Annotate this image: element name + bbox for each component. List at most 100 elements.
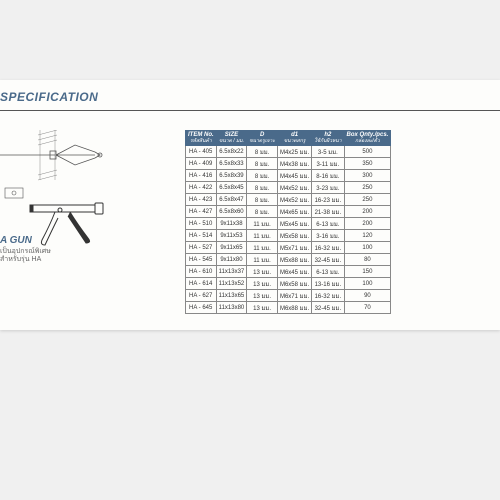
table-row: HA - 5109x11x3811 มม.M5x45 มม.6-13 มม.20…: [186, 218, 391, 230]
cell: M4x52 มม.: [277, 194, 311, 206]
cell: M4x45 มม.: [277, 170, 311, 182]
cell: 350: [344, 158, 391, 170]
col-header: ITEM No.รหัสสินค้า: [186, 131, 217, 146]
table-row: HA - 61011x13x3713 มม.M6x45 มม.6-13 มม.1…: [186, 266, 391, 278]
gun-subtext: เป็นอุปกรณ์พิเศษ สำหรับรุ่น HA: [0, 248, 51, 265]
col-header: h2ใช้กับผิวหนา: [312, 131, 344, 146]
cell: HA - 405: [186, 146, 217, 158]
cell: 21-38 มม.: [312, 206, 344, 218]
cell: 32-45 มม.: [312, 254, 344, 266]
section-title: SPECIFICATION: [0, 90, 98, 104]
cell: 6.5x8x22: [216, 146, 247, 158]
cell: 100: [344, 242, 391, 254]
table-row: HA - 4166.5x8x398 มม.M4x45 มม.8-16 มม.30…: [186, 170, 391, 182]
cell: HA - 545: [186, 254, 217, 266]
cell: 32-45 มม.: [312, 302, 344, 314]
cell: 6.5x8x47: [216, 194, 247, 206]
cell: HA - 610: [186, 266, 217, 278]
cell: 11 มม.: [247, 254, 278, 266]
cell: M5x88 มม.: [277, 254, 311, 266]
cell: HA - 614: [186, 278, 217, 290]
gun-sub-2: สำหรับรุ่น HA: [0, 256, 41, 263]
cell: 120: [344, 230, 391, 242]
table-row: HA - 5459x11x8011 มม.M5x88 มม.32-45 มม.8…: [186, 254, 391, 266]
cell: 100: [344, 278, 391, 290]
table-row: HA - 4226.5x8x458 มม.M4x52 มม.3-23 มม.25…: [186, 182, 391, 194]
cell: 90: [344, 290, 391, 302]
col-header: Dขนาดรูเจาะ: [247, 131, 278, 146]
cell: 9x11x38: [216, 218, 247, 230]
table-row: HA - 62711x13x6513 มม.M6x71 มม.16-32 มม.…: [186, 290, 391, 302]
cell: 80: [344, 254, 391, 266]
cell: 250: [344, 194, 391, 206]
cell: 70: [344, 302, 391, 314]
cell: 13 มม.: [247, 266, 278, 278]
cell: 250: [344, 182, 391, 194]
cell: 13-16 มม.: [312, 278, 344, 290]
table-row: HA - 4056.5x8x228 มม.M4x25 มม.3-5 มม.500: [186, 146, 391, 158]
table-row: HA - 4236.5x8x478 มม.M4x52 มม.16-23 มม.2…: [186, 194, 391, 206]
cell: 8 มม.: [247, 194, 278, 206]
cell: 11x13x37: [216, 266, 247, 278]
cell: HA - 514: [186, 230, 217, 242]
cell: M5x58 มม.: [277, 230, 311, 242]
divider: [0, 110, 500, 111]
cell: M6x45 มม.: [277, 266, 311, 278]
cell: HA - 510: [186, 218, 217, 230]
cell: 11x13x52: [216, 278, 247, 290]
cell: 9x11x65: [216, 242, 247, 254]
table-row: HA - 5279x11x6511 มม.M5x71 มม.16-32 มม.1…: [186, 242, 391, 254]
cell: 8 มม.: [247, 206, 278, 218]
spec-sheet: SPECIFICATION: [0, 80, 500, 330]
cell: M6x88 มม.: [277, 302, 311, 314]
cell: 6-13 มม.: [312, 218, 344, 230]
cell: HA - 409: [186, 158, 217, 170]
cell: M4x38 มม.: [277, 158, 311, 170]
table-row: HA - 64511x13x8013 มม.M6x88 มม.32-45 มม.…: [186, 302, 391, 314]
table-row: HA - 5149x11x5311 มม.M5x58 มม.3-16 มม.12…: [186, 230, 391, 242]
cell: M4x25 มม.: [277, 146, 311, 158]
table-row: HA - 61411x13x5213 มม.M6x58 มม.13-16 มม.…: [186, 278, 391, 290]
cell: 8-16 มม.: [312, 170, 344, 182]
cell: 500: [344, 146, 391, 158]
cell: 150: [344, 266, 391, 278]
cell: 9x11x80: [216, 254, 247, 266]
cell: 8 มม.: [247, 158, 278, 170]
cell: 13 มม.: [247, 302, 278, 314]
cell: HA - 423: [186, 194, 217, 206]
cell: 3-5 มม.: [312, 146, 344, 158]
col-header: d1ขนาดสกรู: [277, 131, 311, 146]
cell: M6x71 มม.: [277, 290, 311, 302]
cell: HA - 527: [186, 242, 217, 254]
cell: HA - 416: [186, 170, 217, 182]
cell: 3-16 มม.: [312, 230, 344, 242]
cell: M5x45 มม.: [277, 218, 311, 230]
cell: 11 มม.: [247, 218, 278, 230]
cell: 8 มม.: [247, 182, 278, 194]
cell: 6.5x8x45: [216, 182, 247, 194]
cell: 6.5x8x39: [216, 170, 247, 182]
cell: 300: [344, 170, 391, 182]
cell: 6.5x8x60: [216, 206, 247, 218]
cell: 16-23 มม.: [312, 194, 344, 206]
gun-label: A GUN: [0, 235, 32, 246]
table-row: HA - 4096.5x8x338 มม.M4x38 มม.3-11 มม.35…: [186, 158, 391, 170]
gun-sub-1: เป็นอุปกรณ์พิเศษ: [0, 248, 51, 255]
cell: 13 มม.: [247, 278, 278, 290]
cell: 6.5x8x33: [216, 158, 247, 170]
cell: HA - 427: [186, 206, 217, 218]
col-header: Box Qnty./pcs.กล่องละ/ตัว: [344, 131, 391, 146]
cell: M4x65 มม.: [277, 206, 311, 218]
cell: 11 มม.: [247, 242, 278, 254]
cell: 11x13x65: [216, 290, 247, 302]
cell: M5x71 มม.: [277, 242, 311, 254]
cell: 9x11x53: [216, 230, 247, 242]
cell: 3-23 มม.: [312, 182, 344, 194]
cell: 200: [344, 206, 391, 218]
cell: 11 มม.: [247, 230, 278, 242]
cell: 13 มม.: [247, 290, 278, 302]
table-header-row: ITEM No.รหัสสินค้าSIZEขนาด / มม.Dขนาดรูเ…: [186, 131, 391, 146]
cell: HA - 422: [186, 182, 217, 194]
cell: M6x58 มม.: [277, 278, 311, 290]
table-row: HA - 4276.5x8x608 มม.M4x65 มม.21-38 มม.2…: [186, 206, 391, 218]
